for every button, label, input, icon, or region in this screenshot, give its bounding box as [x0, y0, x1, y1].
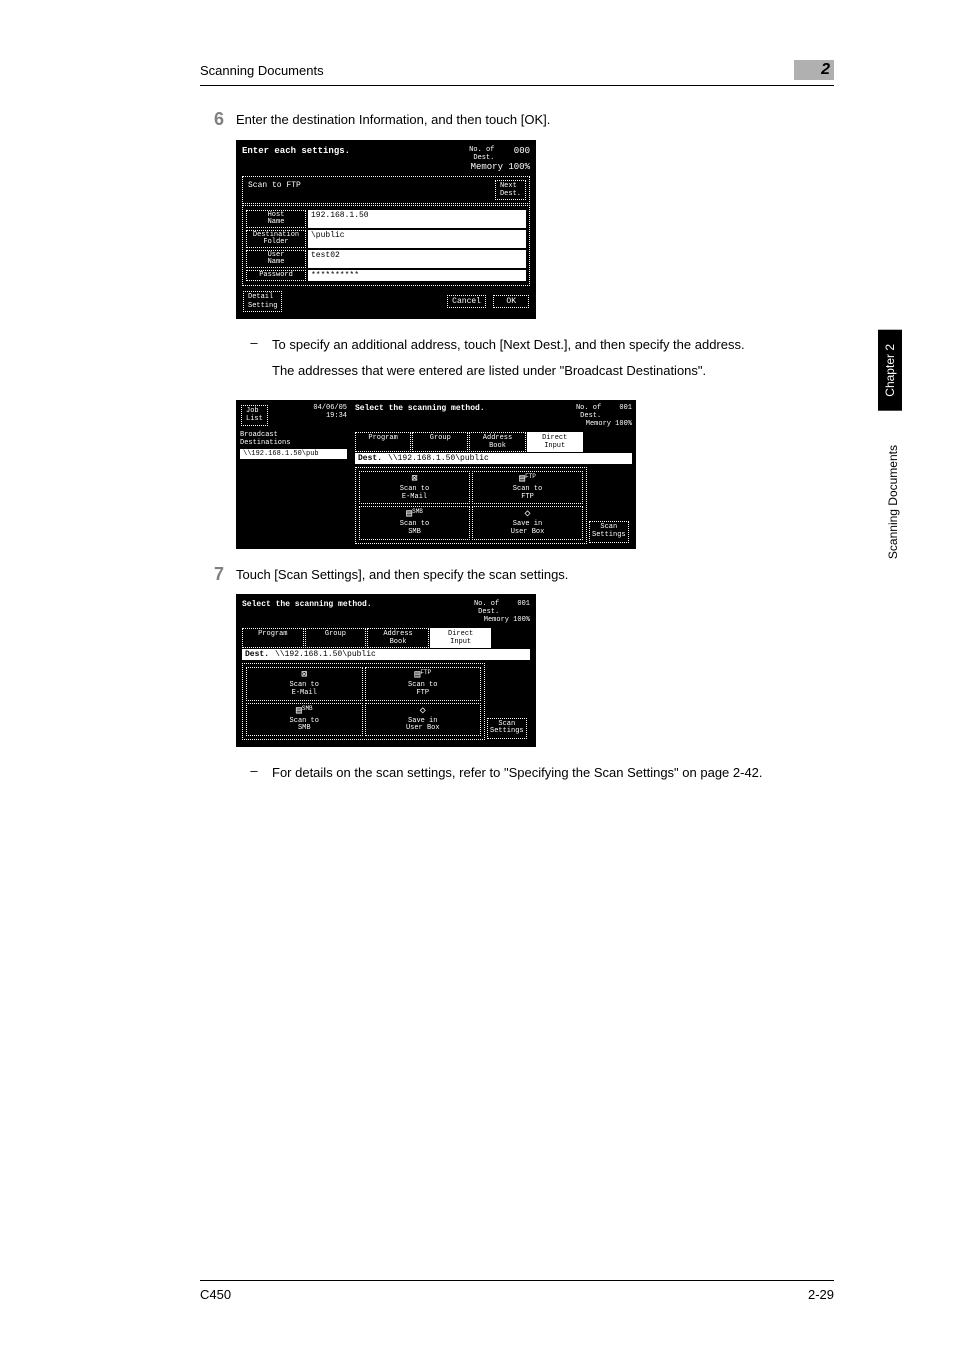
broadcast-entry[interactable]: \\192.168.1.50\pub	[240, 449, 347, 459]
dash-7: –	[236, 763, 272, 783]
lcd-screenshot-scan-method-wide: Job List 04/06/05 19:34 Broadcast Destin…	[236, 400, 636, 549]
lcd1-header: Enter each settings.	[242, 146, 350, 172]
lcd2-dest-val: \\192.168.1.50\public	[388, 454, 489, 463]
step6-note: The addresses that were entered are list…	[272, 361, 834, 381]
lcd3-dest-val: \\192.168.1.50\public	[275, 650, 376, 659]
tab-direct-input[interactable]: Direct Input	[527, 432, 583, 452]
dash: –	[236, 335, 272, 355]
lcd3-count: 001	[517, 600, 530, 608]
scan-settings-button[interactable]: Scan Settings	[589, 521, 629, 542]
step-6-number: 6	[200, 110, 236, 130]
lcd2-memory: Memory 100%	[586, 420, 632, 428]
lcd2-header: Select the scanning method.	[355, 404, 485, 428]
scan-to-ftp-button[interactable]: ▤FTPScan to FTP	[472, 471, 583, 504]
lcd-screenshot-scan-method-narrow: Select the scanning method. No. of Dest.…	[236, 594, 536, 747]
scan-to-smb-button-3[interactable]: ▤SMBScan to SMB	[246, 703, 363, 736]
dest-folder-field[interactable]: \public	[308, 230, 526, 248]
tab-direct-input-3[interactable]: Direct Input	[430, 628, 492, 648]
dest-folder-label: Destination Folder	[246, 230, 306, 248]
lcd1-subtitle: Scan to FTP	[245, 180, 304, 201]
password-field[interactable]: **********	[308, 270, 526, 281]
header-rule	[200, 85, 834, 86]
footer-page: 2-29	[808, 1287, 834, 1302]
cancel-button[interactable]: Cancel	[447, 295, 486, 309]
lcd3-dest-label: Dest.	[245, 650, 269, 659]
ftp-icon-3: ▤FTP	[368, 670, 479, 681]
save-user-box-button-3[interactable]: ◇Save in User Box	[365, 703, 482, 736]
email-icon-3: ⊠	[249, 670, 360, 681]
user-name-label: User Name	[246, 250, 306, 268]
page-header: Scanning Documents	[200, 63, 324, 78]
broadcast-label: Broadcast Destinations	[240, 431, 347, 447]
detail-setting-button[interactable]: Detail Setting	[243, 291, 282, 312]
side-section-label: Scanning Documents	[886, 445, 900, 559]
scan-settings-button-3[interactable]: Scan Settings	[487, 718, 527, 739]
lcd-screenshot-ftp-settings: Enter each settings. No. of Dest. 000 Me…	[236, 140, 536, 320]
ok-button[interactable]: OK	[493, 295, 529, 309]
side-chapter-tab: Chapter 2	[878, 330, 902, 411]
job-list-button[interactable]: Job List	[241, 405, 268, 426]
step-7-number: 7	[200, 565, 236, 585]
user-name-field[interactable]: test02	[308, 250, 526, 268]
scan-to-smb-button[interactable]: ▤SMBScan to SMB	[359, 506, 470, 539]
next-dest-button[interactable]: Next Dest.	[495, 180, 526, 201]
step-6-text: Enter the destination Information, and t…	[236, 110, 834, 130]
save-user-box-button[interactable]: ◇Save in User Box	[472, 506, 583, 539]
smb-icon-3: ▤SMB	[249, 706, 360, 717]
userbox-icon: ◇	[475, 509, 580, 520]
lcd3-memory: Memory 100%	[484, 616, 530, 624]
smb-icon: ▤SMB	[362, 509, 467, 520]
email-icon: ⊠	[362, 474, 467, 485]
scan-to-email-button[interactable]: ⊠Scan to E-Mail	[359, 471, 470, 504]
ftp-icon: ▤FTP	[475, 474, 580, 485]
lcd3-header: Select the scanning method.	[242, 600, 372, 624]
tab-group[interactable]: Group	[412, 432, 468, 452]
chapter-badge: 2	[794, 60, 834, 80]
lcd1-noof: No. of Dest.	[469, 146, 494, 162]
tab-address-book[interactable]: Address Book	[469, 432, 525, 452]
tab-program[interactable]: Program	[355, 432, 411, 452]
password-label: Password	[246, 270, 306, 281]
userbox-icon-3: ◇	[368, 706, 479, 717]
host-name-field[interactable]: 192.168.1.50	[308, 210, 526, 228]
tab-address-book-3[interactable]: Address Book	[367, 628, 429, 648]
lcd1-count: 000	[514, 146, 530, 156]
step6-bullet: To specify an additional address, touch …	[272, 335, 834, 355]
lcd2-dest-label: Dest.	[358, 454, 382, 463]
step7-bullet: For details on the scan settings, refer …	[272, 763, 834, 783]
lcd3-noof: No. of Dest.	[474, 600, 499, 616]
lcd2-date: 04/06/05 19:34	[313, 404, 347, 427]
tab-program-3[interactable]: Program	[242, 628, 304, 648]
lcd2-noof: No. of Dest.	[576, 404, 601, 420]
footer-model: C450	[200, 1287, 231, 1302]
lcd2-count: 001	[619, 404, 632, 412]
step-7-text: Touch [Scan Settings], and then specify …	[236, 565, 834, 585]
tab-group-3[interactable]: Group	[305, 628, 367, 648]
lcd1-memory: Memory 100%	[471, 162, 530, 172]
host-name-label: Host Name	[246, 210, 306, 228]
scan-to-ftp-button-3[interactable]: ▤FTPScan to FTP	[365, 667, 482, 700]
scan-to-email-button-3[interactable]: ⊠Scan to E-Mail	[246, 667, 363, 700]
